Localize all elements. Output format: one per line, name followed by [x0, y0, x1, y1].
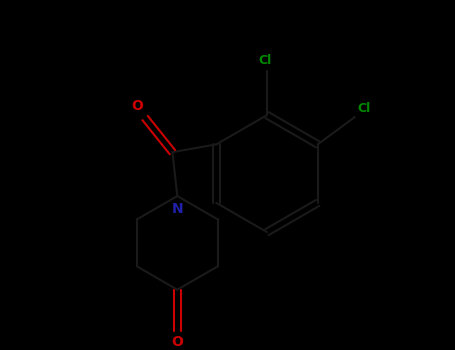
Text: O: O	[172, 335, 183, 349]
Text: Cl: Cl	[358, 102, 371, 115]
Text: O: O	[131, 99, 143, 113]
Text: Cl: Cl	[258, 54, 272, 67]
Text: N: N	[172, 202, 183, 216]
